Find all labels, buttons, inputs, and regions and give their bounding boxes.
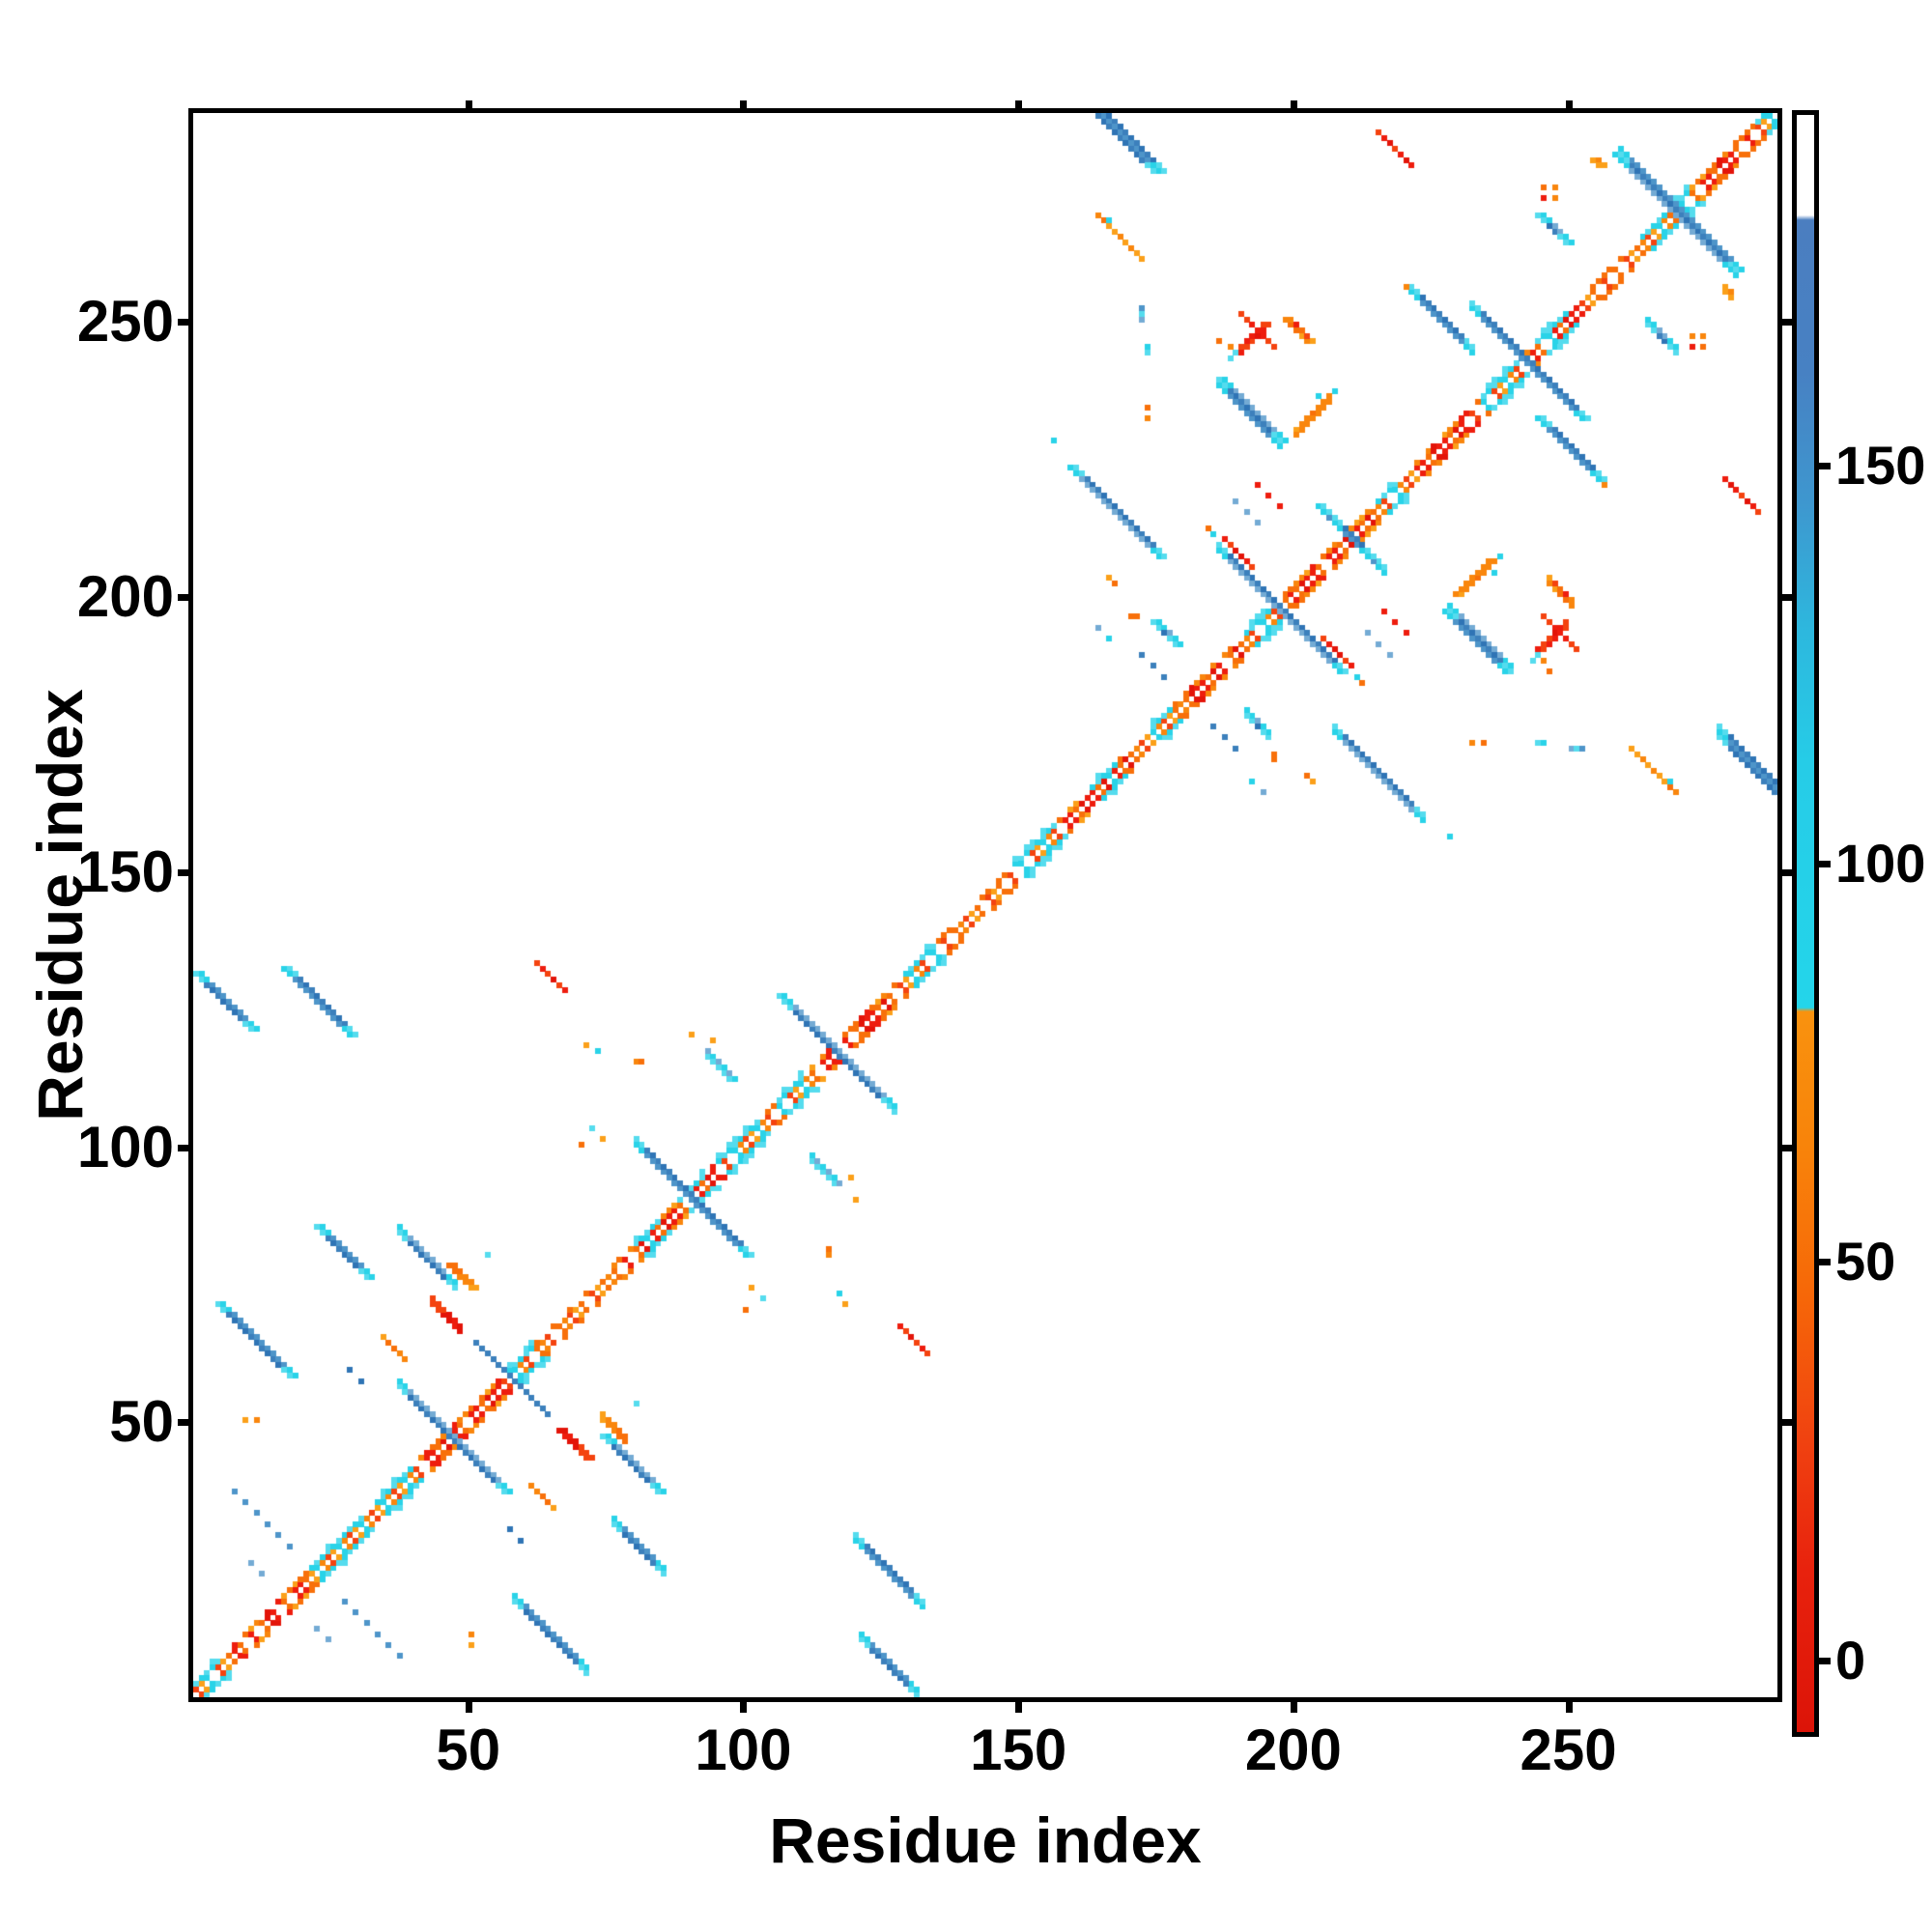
- y-tick-right: [1780, 1419, 1793, 1427]
- plot-frame: [188, 108, 1782, 1702]
- x-tick-top: [465, 100, 472, 113]
- x-tick: [1015, 1700, 1023, 1713]
- x-tick: [1565, 1700, 1573, 1713]
- x-tick: [1290, 1700, 1297, 1713]
- contact-map-canvas: [193, 113, 1777, 1697]
- x-tick-top: [1565, 100, 1573, 113]
- y-tick-right: [1780, 319, 1793, 327]
- x-tick-label: 50: [436, 1718, 501, 1782]
- y-tick-label: 100: [76, 1114, 174, 1179]
- x-tick: [740, 1700, 748, 1713]
- y-tick: [178, 868, 190, 876]
- colorbar-tick-label: 0: [1835, 1629, 1866, 1690]
- colorbar-gradient: [1797, 115, 1814, 1732]
- y-tick: [178, 319, 190, 327]
- y-tick: [178, 594, 190, 602]
- colorbar-tick-label: 100: [1835, 833, 1926, 895]
- colorbar-tick: [1819, 462, 1831, 469]
- y-tick-right: [1780, 868, 1793, 876]
- x-tick-label: 150: [970, 1718, 1067, 1782]
- y-tick-label: 250: [76, 289, 174, 355]
- x-tick-label: 250: [1520, 1718, 1617, 1782]
- colorbar-tick-label: 50: [1835, 1231, 1896, 1293]
- x-tick-label: 200: [1244, 1718, 1342, 1782]
- x-tick-label: 100: [695, 1718, 792, 1782]
- x-tick-top: [1015, 100, 1023, 113]
- x-tick-top: [1290, 100, 1297, 113]
- colorbar-frame: [1792, 110, 1819, 1737]
- y-tick-right: [1780, 594, 1793, 602]
- y-tick-label: 50: [109, 1389, 174, 1455]
- colorbar-tick: [1819, 1259, 1831, 1266]
- y-tick-right: [1780, 1144, 1793, 1151]
- x-axis-title: Residue index: [769, 1804, 1202, 1876]
- colorbar-tick-label: 150: [1835, 434, 1926, 496]
- x-tick: [465, 1700, 472, 1713]
- colorbar-tick: [1819, 1657, 1831, 1664]
- y-tick-label: 200: [76, 564, 174, 630]
- y-axis-title: Residue index: [24, 689, 96, 1122]
- colorbar-tick: [1819, 861, 1831, 868]
- y-tick-label: 150: [76, 838, 174, 904]
- x-tick-top: [740, 100, 748, 113]
- y-tick: [178, 1144, 190, 1151]
- y-tick: [178, 1419, 190, 1427]
